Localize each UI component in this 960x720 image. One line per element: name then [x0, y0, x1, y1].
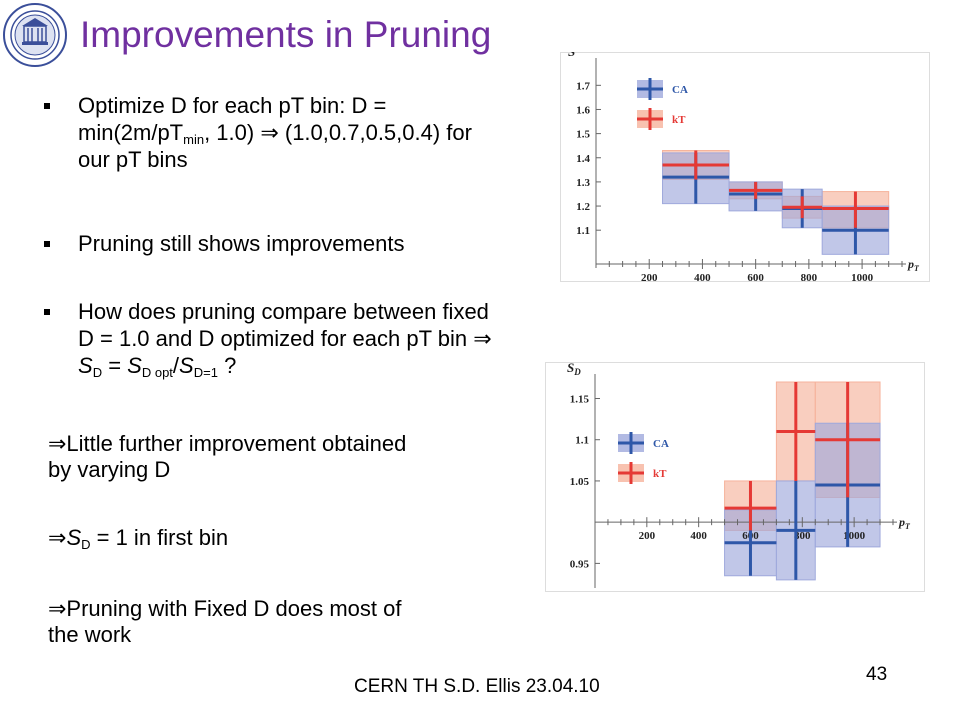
y-tick-label: 1.4 [576, 153, 590, 165]
x-axis-label: pT [907, 257, 920, 273]
y-tick-label: 1.6 [576, 104, 590, 116]
y-tick-label: 1.7 [576, 80, 590, 92]
x-tick-label: 200 [641, 272, 658, 282]
y-tick-label: 1.2 [576, 201, 590, 213]
y-tick-label: 1.5 [576, 129, 590, 141]
x-tick-label: 800 [801, 272, 818, 282]
legend-label-kt: kT [672, 114, 686, 126]
bullet-fixed-vs-optimized: How does pruning compare between fixed D… [44, 298, 492, 380]
bullet-pruning-improvements: Pruning still shows improvements [44, 230, 404, 257]
y-tick-label: 1.05 [570, 476, 590, 488]
implication-fixed-d: ⇒Pruning with Fixed D does most of the w… [48, 596, 402, 647]
chart-s-vs-pt: 1.1 1.2 1.3 1.4 1.5 1.6 1.7 200 400 600 800 1000 SpT… [560, 52, 930, 282]
bullet-optimize-d: Optimize D for each pT bin: D = min(2m/p… [44, 92, 472, 173]
implication-sd-first-bin: ⇒SD = 1 in first bin [48, 525, 229, 552]
y-tick-label: 1.1 [575, 435, 589, 447]
university-seal-logo [3, 3, 67, 67]
slide-title: Improvements in Pruning [80, 14, 492, 55]
x-tick-label: 600 [747, 272, 764, 282]
y-tick-label: 1.1 [576, 225, 590, 237]
chart-frame [545, 362, 925, 592]
chart-frame [560, 52, 930, 282]
y-tick-label: 0.95 [570, 558, 590, 570]
implication-little-improvement: ⇒Little further improvement obtained by … [48, 431, 407, 482]
x-axis-label: pT [898, 515, 911, 531]
sd-definition: SD = SD opt/SD=1 ? [78, 353, 237, 380]
legend-label-ca: CA [672, 84, 688, 96]
y-axis-label: SD [567, 362, 581, 377]
legend-label-kt: kT [653, 468, 667, 480]
y-axis-label: S [568, 52, 575, 59]
y-tick-label: 1.3 [576, 177, 590, 189]
slide-number: 43 [866, 664, 888, 685]
x-tick-label: 800 [794, 530, 811, 542]
chart-sd-vs-pt: 0.951.051.11.152004006008001000SDpTCAkT [545, 362, 925, 592]
x-tick-label: 400 [694, 272, 711, 282]
x-tick-label: 400 [690, 530, 707, 542]
footer-text: CERN TH S.D. Ellis 23.04.10 [354, 676, 600, 697]
x-tick-label: 1000 [851, 272, 874, 282]
y-tick-label: 1.15 [570, 393, 590, 405]
x-tick-label: 200 [639, 530, 656, 542]
legend-label-ca: CA [653, 438, 669, 450]
